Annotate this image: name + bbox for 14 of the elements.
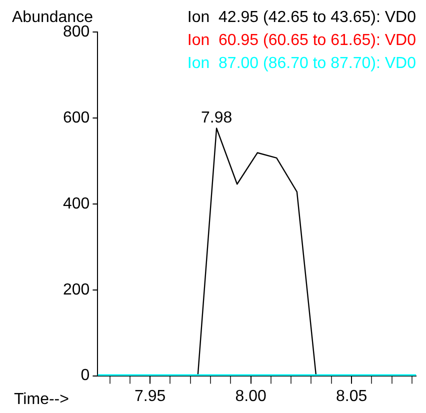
text: Ion 42.95 (42.65 to 43.65): VD0 xyxy=(187,9,416,26)
y-tick-label: 800 xyxy=(62,23,90,40)
y-tick-label: 400 xyxy=(62,195,90,212)
x-tick-label: 7.95 xyxy=(134,388,166,405)
legend-label: Ion 60.95 (60.65 to 61.65): VD0 xyxy=(187,32,416,49)
x-tick-label: 8.00 xyxy=(235,388,266,405)
y-tick-label: 600 xyxy=(62,109,90,126)
y-axis-title: Abundance xyxy=(12,9,94,26)
text: Ion 87.00 (86.70 to 87.70): VD0 xyxy=(187,55,416,72)
y-tick-label: 200 xyxy=(62,281,90,298)
x-axis-title: Time--> xyxy=(14,391,69,408)
x-tick-label: 8.05 xyxy=(336,388,368,405)
y-tick-label: 0 xyxy=(80,367,90,384)
annotation: 7.98 xyxy=(200,109,232,126)
